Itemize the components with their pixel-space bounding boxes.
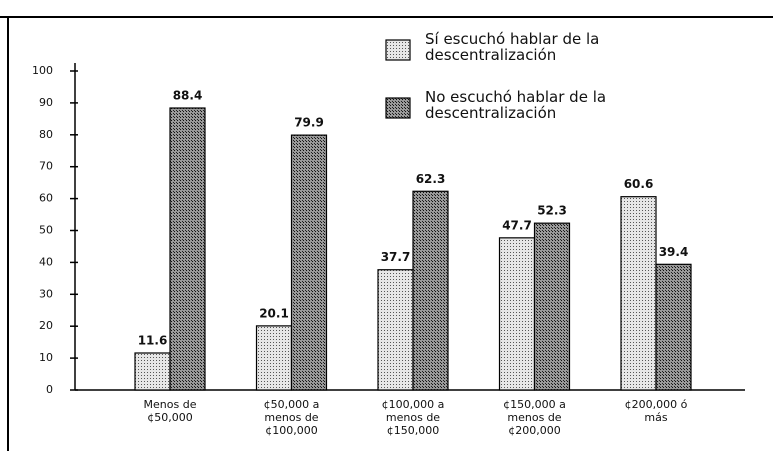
y-tick-label: 90 <box>39 96 53 109</box>
bar <box>377 269 414 391</box>
bar <box>169 107 206 391</box>
value-label: 52.3 <box>537 204 567 218</box>
x-tick-label-box: ¢50,000 a menos de ¢100,000 <box>263 398 320 437</box>
legend-label: No escuchó hablar de la descentralizació… <box>425 89 607 122</box>
bar <box>620 196 657 391</box>
bar <box>533 222 571 391</box>
y-tick-label: 20 <box>39 319 53 332</box>
x-tick-label: ¢200,000 ó más <box>624 398 688 424</box>
y-tick-label: 50 <box>39 224 53 237</box>
x-tick-label: Menos de ¢50,000 <box>143 398 197 424</box>
value-label: 62.3 <box>416 172 446 186</box>
x-tick-label-box: ¢100,000 a menos de ¢150,000 <box>381 398 445 437</box>
y-tick-label: 100 <box>32 64 53 77</box>
x-tick-label: ¢100,000 a menos de ¢150,000 <box>381 398 445 437</box>
legend-swatch <box>385 39 411 61</box>
y-tick-label: 40 <box>39 255 53 268</box>
bar <box>412 190 449 391</box>
bar <box>498 237 536 391</box>
value-label: 47.7 <box>502 218 532 232</box>
x-tick-label-box: ¢150,000 a menos de ¢200,000 <box>503 398 566 437</box>
value-label: 20.1 <box>259 306 289 320</box>
value-label: 88.4 <box>173 89 203 103</box>
y-tick-label: 60 <box>39 192 53 205</box>
bar <box>255 325 293 391</box>
value-label: 60.6 <box>624 177 654 191</box>
x-tick-label: ¢150,000 a menos de ¢200,000 <box>503 398 566 437</box>
x-tick-label-box: Menos de ¢50,000 <box>143 398 197 424</box>
y-tick-label: 30 <box>39 287 53 300</box>
legend-label: Sí escuchó hablar de la descentralizació… <box>425 31 600 64</box>
value-label: 39.4 <box>659 245 689 259</box>
y-tick-label: 10 <box>39 351 53 364</box>
x-tick-label: ¢50,000 a menos de ¢100,000 <box>263 398 320 437</box>
value-label: 11.6 <box>138 333 168 347</box>
bar <box>655 263 692 391</box>
y-tick-label: 80 <box>39 128 53 141</box>
y-tick-label: 70 <box>39 160 53 173</box>
legend-label-box: No escuchó hablar de la descentralizació… <box>425 89 607 122</box>
legend-swatch <box>385 97 411 119</box>
bar <box>134 352 171 391</box>
y-tick-label: 0 <box>46 383 53 396</box>
value-label: 37.7 <box>381 250 411 264</box>
value-label: 79.9 <box>294 116 324 130</box>
bar <box>290 134 328 391</box>
x-tick-label-box: ¢200,000 ó más <box>624 398 688 424</box>
legend-label-box: Sí escuchó hablar de la descentralizació… <box>425 31 600 64</box>
